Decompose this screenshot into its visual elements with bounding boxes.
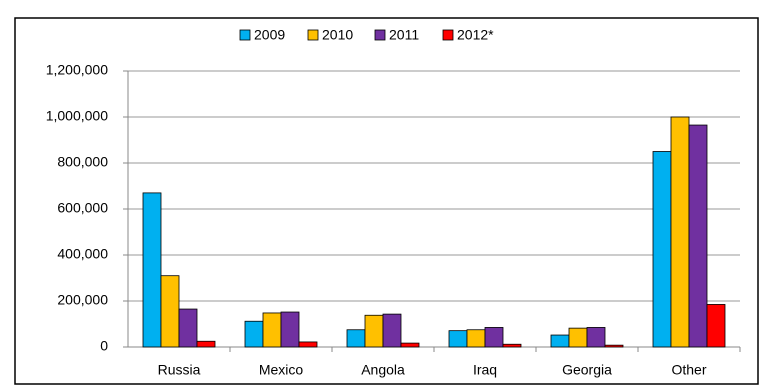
- bar: [244, 320, 264, 348]
- x-tick-label: Angola: [361, 362, 405, 378]
- bar: [550, 334, 570, 348]
- bar: [688, 124, 708, 348]
- bar: [586, 327, 606, 348]
- y-tick-label: 1,000,000: [46, 108, 108, 124]
- y-tick-label: 1,200,000: [46, 62, 108, 78]
- bar: [484, 327, 504, 348]
- y-tick-label: 600,000: [57, 200, 108, 216]
- legend-label: 2010: [322, 27, 353, 43]
- bar: [196, 340, 216, 348]
- legend-swatch: [307, 29, 319, 41]
- bar: [568, 327, 588, 348]
- x-tick-label: Russia: [158, 362, 201, 378]
- bar: [178, 308, 198, 348]
- bar: [262, 312, 282, 348]
- legend-label: 2009: [254, 27, 285, 43]
- y-tick-label: 0: [100, 338, 108, 354]
- x-tick-label: Other: [671, 362, 706, 378]
- x-tick-label: Iraq: [473, 362, 497, 378]
- bar: [652, 151, 672, 348]
- legend-label: 2011: [389, 27, 419, 43]
- x-tick-label: Georgia: [562, 362, 612, 378]
- legend-swatch: [374, 29, 386, 41]
- bar: [502, 343, 522, 348]
- y-tick-label: 800,000: [57, 154, 108, 170]
- y-tick-label: 200,000: [57, 292, 108, 308]
- y-tick-label: 400,000: [57, 246, 108, 262]
- bar: [298, 341, 318, 348]
- legend-label: 2012*: [457, 27, 494, 43]
- bar: [706, 304, 726, 348]
- bar: [142, 192, 162, 348]
- bar: [346, 329, 366, 348]
- bar: [466, 329, 486, 348]
- bar: [448, 330, 468, 348]
- bar: [604, 344, 624, 348]
- legend-swatch: [239, 29, 251, 41]
- bar: [160, 275, 180, 348]
- legend-swatch: [442, 29, 454, 41]
- bar: [364, 314, 384, 348]
- bar: [382, 313, 402, 348]
- x-tick-label: Mexico: [259, 362, 304, 378]
- bar: [400, 342, 420, 348]
- bar: [280, 311, 300, 348]
- bar: [670, 116, 690, 348]
